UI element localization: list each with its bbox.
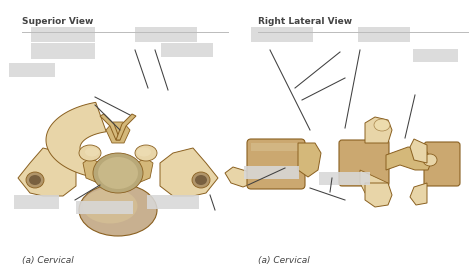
Polygon shape: [251, 143, 301, 151]
Polygon shape: [298, 143, 321, 177]
Polygon shape: [46, 102, 106, 178]
Text: (a) Cervical: (a) Cervical: [258, 256, 310, 265]
Text: Right Lateral View: Right Lateral View: [258, 17, 352, 26]
Polygon shape: [365, 183, 392, 207]
FancyBboxPatch shape: [424, 142, 460, 186]
Polygon shape: [160, 148, 218, 196]
Polygon shape: [410, 183, 427, 205]
Polygon shape: [106, 122, 130, 143]
Polygon shape: [386, 147, 432, 170]
Bar: [413, 49, 458, 62]
Polygon shape: [360, 170, 388, 197]
Ellipse shape: [137, 148, 151, 157]
Bar: [14, 195, 59, 209]
Ellipse shape: [85, 148, 99, 157]
Ellipse shape: [135, 145, 157, 161]
Bar: [244, 166, 299, 179]
Ellipse shape: [195, 175, 207, 185]
Polygon shape: [116, 114, 136, 140]
Ellipse shape: [26, 172, 44, 188]
Polygon shape: [365, 117, 392, 143]
Ellipse shape: [374, 119, 390, 131]
Bar: [319, 172, 370, 185]
Bar: [358, 27, 410, 42]
Bar: [135, 27, 197, 42]
Polygon shape: [133, 158, 153, 183]
Polygon shape: [18, 148, 76, 196]
Bar: [9, 63, 55, 77]
FancyBboxPatch shape: [247, 139, 305, 189]
Polygon shape: [83, 158, 103, 183]
Polygon shape: [410, 139, 427, 163]
Ellipse shape: [29, 175, 41, 185]
Polygon shape: [100, 114, 120, 140]
Text: Superior View: Superior View: [22, 17, 93, 26]
Bar: [31, 27, 95, 42]
Ellipse shape: [98, 157, 138, 189]
Ellipse shape: [423, 154, 437, 166]
Polygon shape: [225, 167, 253, 187]
Ellipse shape: [82, 189, 137, 223]
FancyBboxPatch shape: [339, 140, 389, 186]
Bar: [31, 43, 95, 59]
Ellipse shape: [93, 153, 143, 193]
Bar: [147, 195, 199, 209]
Text: (a) Cervical: (a) Cervical: [22, 256, 74, 265]
Bar: [161, 43, 213, 57]
Ellipse shape: [79, 145, 101, 161]
Bar: [251, 27, 313, 42]
Ellipse shape: [192, 172, 210, 188]
Bar: [76, 201, 133, 214]
Ellipse shape: [79, 184, 157, 236]
